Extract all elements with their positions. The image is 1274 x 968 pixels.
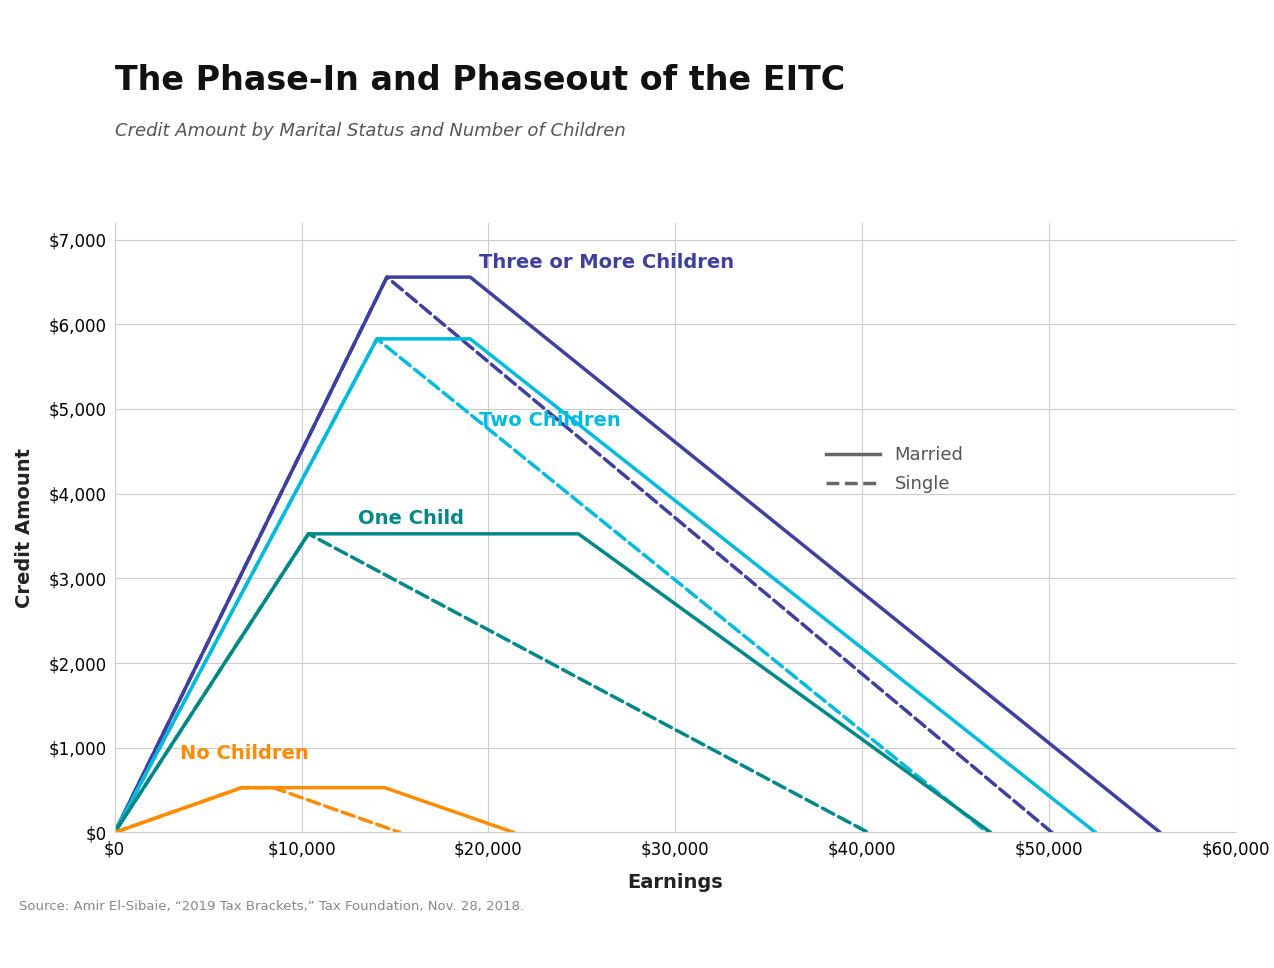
Text: No Children: No Children: [180, 744, 308, 763]
Text: TAX FOUNDATION: TAX FOUNDATION: [19, 933, 213, 953]
Text: Credit Amount by Marital Status and Number of Children: Credit Amount by Marital Status and Numb…: [115, 122, 626, 140]
Y-axis label: Credit Amount: Credit Amount: [15, 447, 34, 608]
Text: Two Children: Two Children: [479, 411, 620, 430]
Text: Three or More Children: Three or More Children: [479, 253, 734, 272]
Text: @TaxFoundation: @TaxFoundation: [1107, 934, 1255, 952]
Text: Source: Amir El-Sibaie, “2019 Tax Brackets,” Tax Foundation, Nov. 28, 2018.: Source: Amir El-Sibaie, “2019 Tax Bracke…: [19, 900, 524, 913]
Text: The Phase-In and Phaseout of the EITC: The Phase-In and Phaseout of the EITC: [115, 64, 845, 97]
Legend: Married, Single: Married, Single: [819, 439, 971, 500]
Text: One Child: One Child: [358, 508, 464, 528]
X-axis label: Earnings: Earnings: [627, 873, 724, 892]
